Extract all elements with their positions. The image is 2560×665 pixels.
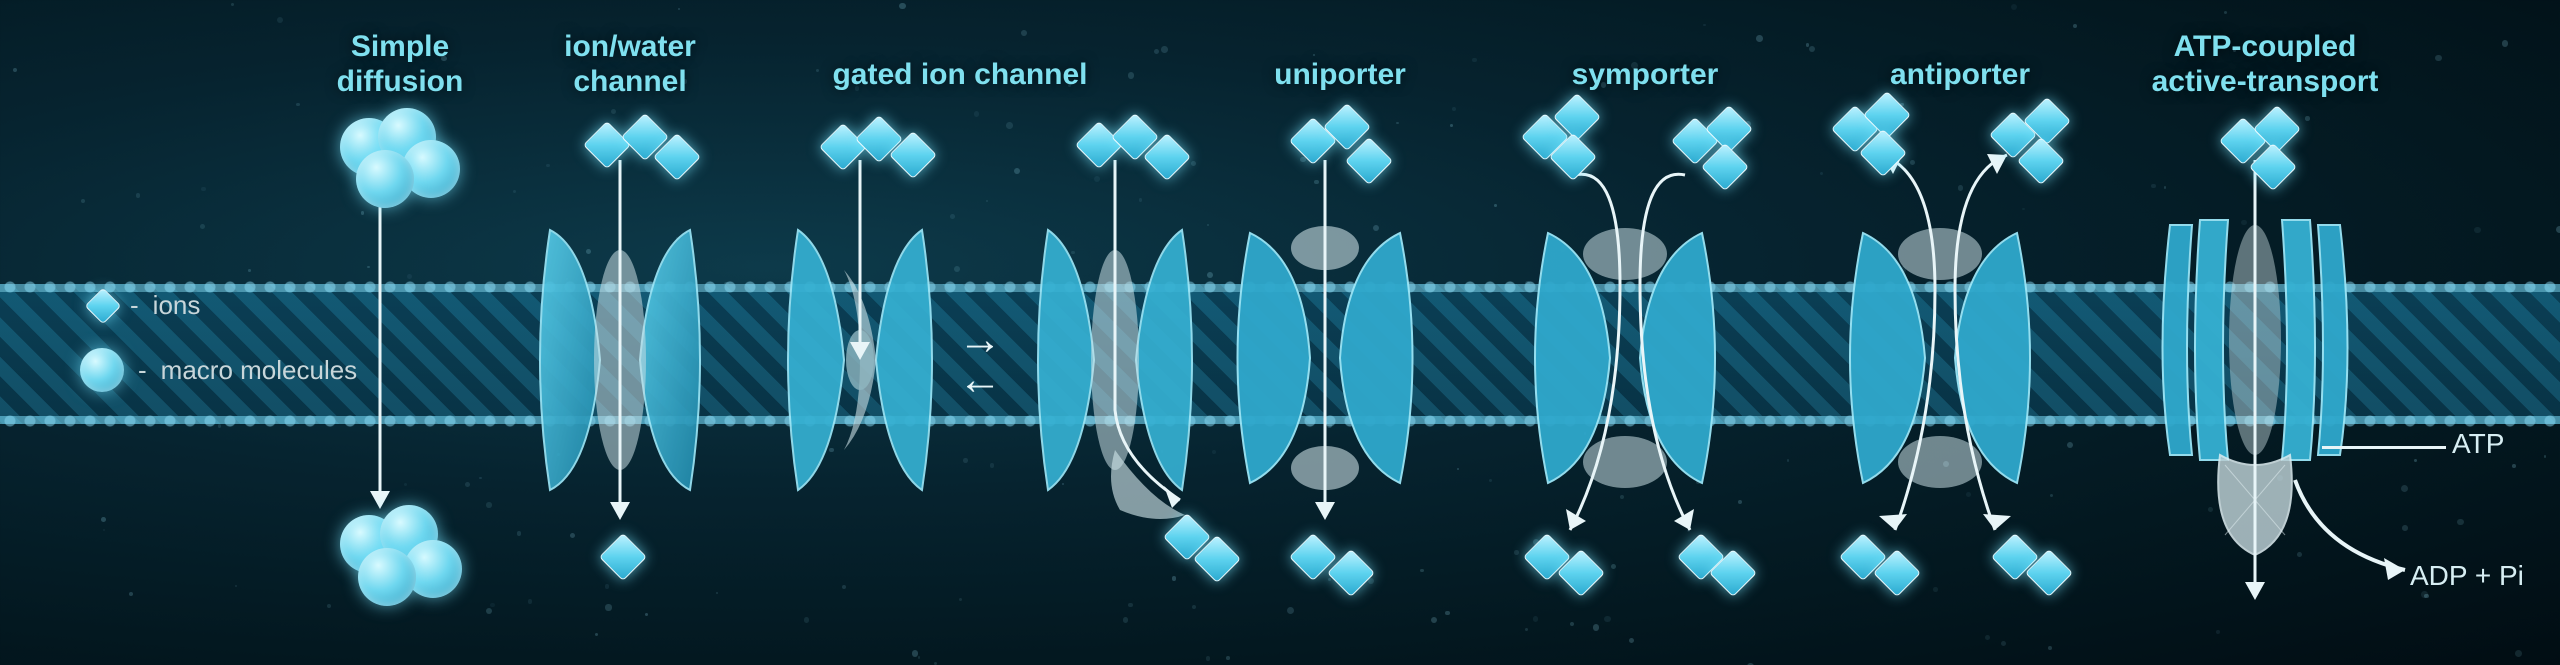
label-ionwater: ion/water channel xyxy=(540,30,720,99)
label-symporter: symporter xyxy=(1555,58,1735,93)
label-antiporter: antiporter xyxy=(1870,58,2050,93)
macro-molecule xyxy=(356,150,414,208)
label-atp: ATP-coupled active-transport xyxy=(2135,30,2395,99)
legend-macro: - macro molecules xyxy=(80,348,357,392)
ion-icon xyxy=(85,287,122,324)
legend-ions-text: ions xyxy=(153,290,201,321)
ion-particle xyxy=(599,533,647,581)
legend-dash: - xyxy=(130,290,139,321)
antiporter-arrows xyxy=(1835,120,2055,570)
atp-connector xyxy=(2322,446,2446,449)
legend-dash: - xyxy=(138,355,147,386)
macro-icon xyxy=(80,348,124,392)
atp-label: ATP xyxy=(2452,428,2504,460)
label-simple: Simple diffusion xyxy=(310,30,490,99)
ion-particle xyxy=(583,121,631,169)
symporter-arrows xyxy=(1520,135,1740,565)
legend-macro-text: macro molecules xyxy=(161,355,358,386)
label-uniporter: uniporter xyxy=(1255,58,1425,93)
gated-open-arrow xyxy=(1060,160,1240,560)
label-gated: gated ion channel xyxy=(810,58,1110,93)
adp-arrow xyxy=(2290,470,2450,590)
gated-swap-arrows: →← xyxy=(958,320,1002,399)
macro-molecule xyxy=(358,548,416,606)
legend-ions: - ions xyxy=(90,290,200,321)
